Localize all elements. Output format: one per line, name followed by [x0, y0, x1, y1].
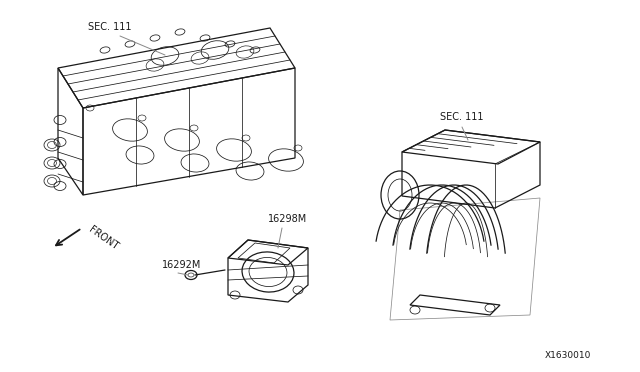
Text: 16292M: 16292M	[162, 260, 202, 270]
Text: FRONT: FRONT	[87, 224, 120, 252]
Text: 16298M: 16298M	[268, 214, 307, 224]
Text: X1630010: X1630010	[545, 351, 591, 360]
Text: SEC. 111: SEC. 111	[88, 22, 131, 32]
Text: SEC. 111: SEC. 111	[440, 112, 483, 122]
